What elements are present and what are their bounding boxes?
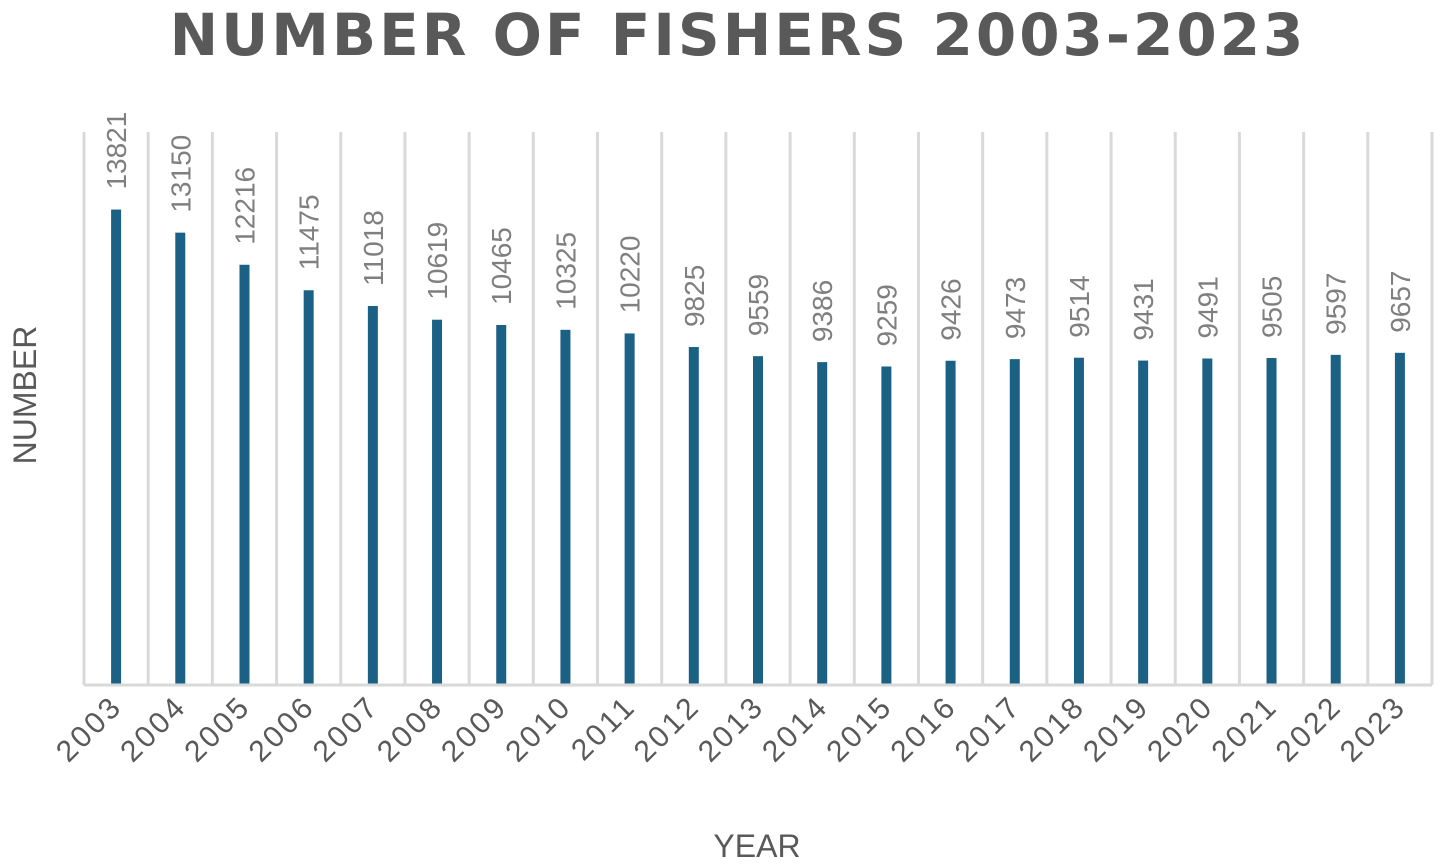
x-tick-2008: 2008	[371, 690, 450, 769]
x-tick-2012: 2012	[628, 690, 707, 769]
chart-title: NUMBER OF FISHERS 2003-2023	[170, 1, 1307, 69]
x-tick-2017: 2017	[949, 690, 1028, 769]
data-label-2009: 10465	[486, 227, 517, 305]
bars	[111, 209, 1405, 685]
bar-2016	[945, 360, 956, 685]
data-label-2007: 11018	[358, 210, 389, 286]
x-tick-2022: 2022	[1270, 690, 1349, 769]
data-label-2004: 13150	[165, 135, 196, 213]
bar-2020	[1202, 358, 1213, 685]
data-label-2003: 13821	[101, 112, 132, 190]
bar-2021	[1266, 358, 1277, 685]
x-tick-2020: 2020	[1141, 690, 1220, 769]
bar-2015	[881, 366, 892, 685]
bar-2014	[817, 362, 828, 685]
bar-2011	[624, 333, 635, 685]
bar-2022	[1330, 354, 1341, 685]
bar-2007	[367, 305, 378, 685]
data-label-2018: 9514	[1064, 275, 1095, 337]
bar-2004	[175, 232, 186, 685]
data-label-2022: 9597	[1321, 273, 1352, 335]
bar-2006	[303, 290, 314, 685]
x-tick-2006: 2006	[243, 690, 322, 769]
bar-2003	[111, 209, 122, 685]
data-label-2010: 10325	[550, 232, 581, 310]
x-tick-2014: 2014	[756, 690, 835, 769]
data-label-2011: 10220	[615, 236, 646, 314]
data-label-2015: 9259	[871, 284, 902, 346]
x-tick-2007: 2007	[307, 690, 386, 769]
bar-2018	[1073, 357, 1084, 685]
data-label-2020: 9491	[1192, 276, 1223, 338]
x-tick-2010: 2010	[499, 690, 578, 769]
data-label-2005: 12216	[229, 167, 260, 245]
data-label-2006: 11475	[294, 194, 325, 270]
x-tick-2004: 2004	[114, 690, 193, 769]
bar-2010	[560, 329, 571, 685]
x-axis-label: YEAR	[713, 828, 800, 864]
gridlines	[82, 132, 1434, 685]
data-label-2023: 9657	[1385, 271, 1416, 333]
bar-2008	[432, 319, 443, 685]
x-tick-2011: 2011	[565, 690, 642, 767]
x-tick-labels: 2003200420052006200720082009201020112012…	[50, 690, 1413, 769]
x-tick-2019: 2019	[1077, 690, 1156, 769]
data-label-2014: 9386	[807, 280, 838, 342]
data-label-2021: 9505	[1257, 276, 1288, 338]
bar-2017	[1009, 359, 1020, 685]
data-label-2016: 9426	[936, 278, 967, 340]
x-tick-2015: 2015	[820, 690, 899, 769]
data-label-2013: 9559	[743, 274, 774, 336]
bar-2009	[496, 325, 507, 685]
x-tick-2023: 2023	[1334, 690, 1413, 769]
bar-2019	[1138, 360, 1149, 685]
x-tick-2016: 2016	[885, 690, 964, 769]
bar-2005	[239, 264, 250, 685]
bar-2013	[753, 356, 763, 685]
bar-2012	[688, 347, 699, 685]
x-tick-2003: 2003	[50, 690, 129, 769]
x-tick-2013: 2013	[692, 690, 771, 769]
y-axis-label: NUMBER	[7, 326, 43, 465]
x-tick-2009: 2009	[435, 690, 514, 769]
x-tick-2021: 2021	[1205, 690, 1284, 769]
x-tick-2005: 2005	[178, 690, 257, 769]
data-label-2019: 9431	[1128, 278, 1159, 340]
data-label-2008: 10619	[422, 222, 453, 300]
x-tick-2018: 2018	[1013, 690, 1092, 769]
data-label-2017: 9473	[1000, 277, 1031, 339]
bar-2023	[1394, 352, 1405, 685]
data-label-2012: 9825	[679, 265, 710, 327]
data-labels: 13821 13150 12216 11475 11018 10619 10465 10325…	[101, 112, 1416, 347]
